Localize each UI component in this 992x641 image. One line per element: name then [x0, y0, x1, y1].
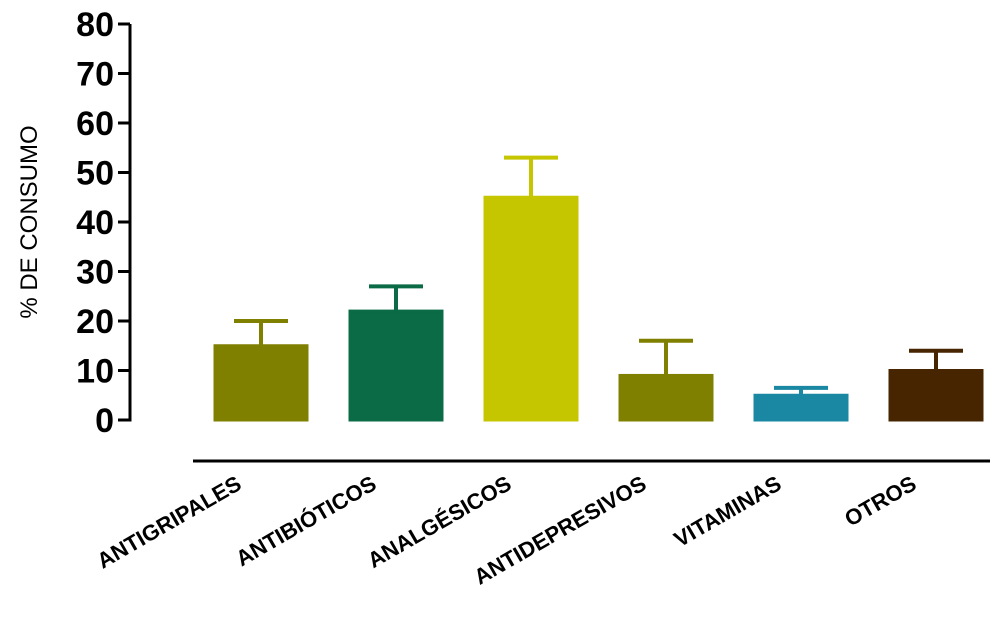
bar-4 [618, 373, 714, 422]
y-tick-label-30: 30 [76, 254, 114, 292]
bar-2 [348, 309, 444, 422]
y-tick-label-10: 10 [76, 353, 114, 391]
y-axis-title: % DE CONSUMO [16, 125, 43, 318]
x-tick-label-2: ANTIBIÓTICOS [231, 471, 380, 571]
x-tick-label-6: OTROS [840, 471, 920, 532]
bar-1 [213, 344, 309, 422]
y-tick-label-40: 40 [76, 204, 114, 242]
y-tick-label-20: 20 [76, 303, 114, 341]
x-labels-group: ANTIGRIPALESANTIBIÓTICOSANALGÉSICOSANTID… [93, 471, 921, 590]
x-tick-label-5: VITAMINAS [670, 471, 786, 552]
y-tick-label-70: 70 [76, 56, 114, 94]
y-tick-label-80: 80 [76, 6, 114, 44]
bar-5 [753, 393, 849, 422]
bar-6 [888, 369, 984, 422]
y-tick-label-50: 50 [76, 155, 114, 193]
bar-3 [483, 195, 579, 422]
y-tick-label-60: 60 [76, 105, 114, 143]
bars-group [213, 155, 984, 422]
x-tick-label-1: ANTIGRIPALES [93, 471, 246, 574]
y-tick-label-0: 0 [95, 402, 114, 440]
y-axis: 0 10 20 30 40 50 60 70 80 [76, 6, 132, 440]
